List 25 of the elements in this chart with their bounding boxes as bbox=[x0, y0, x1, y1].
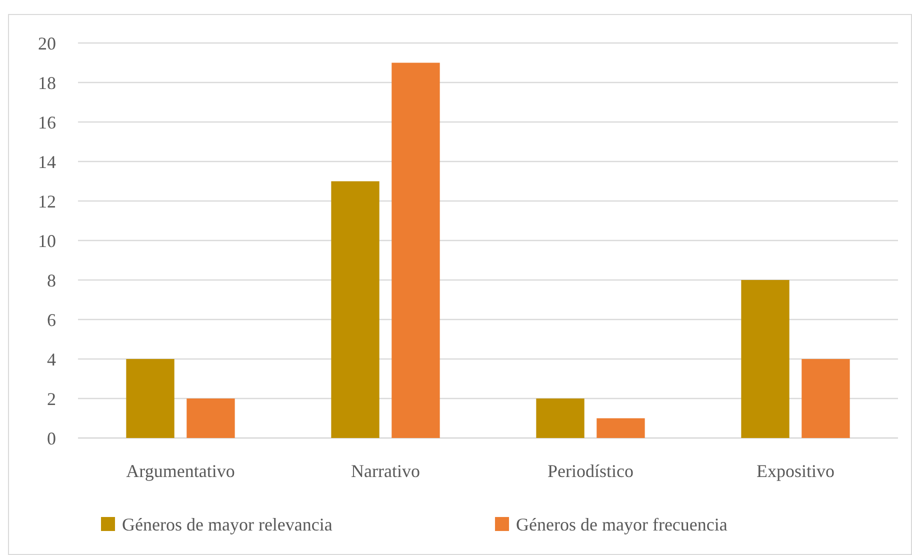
bar bbox=[536, 398, 584, 438]
bar bbox=[802, 359, 850, 438]
y-tick-label: 0 bbox=[47, 428, 56, 448]
y-tick-label: 12 bbox=[38, 191, 56, 212]
y-tick-label: 16 bbox=[38, 112, 56, 132]
bar bbox=[126, 359, 174, 438]
y-tick-label: 8 bbox=[47, 270, 56, 290]
bar bbox=[741, 280, 790, 438]
y-tick-label: 14 bbox=[38, 152, 56, 172]
x-tick-label: Periodístico bbox=[548, 461, 634, 481]
y-tick-label: 4 bbox=[47, 349, 56, 370]
y-tick-label: 20 bbox=[38, 33, 56, 54]
y-tick-label: 2 bbox=[47, 388, 56, 409]
legend-label: Géneros de mayor relevancia bbox=[122, 514, 332, 534]
bar bbox=[392, 62, 440, 438]
y-tick-label: 10 bbox=[38, 230, 56, 251]
bar bbox=[331, 181, 380, 438]
x-tick-label: Narrativo bbox=[351, 461, 420, 481]
x-tick-label: Expositivo bbox=[756, 461, 835, 481]
legend-label: Géneros de mayor frecuencia bbox=[516, 514, 728, 534]
y-tick-label: 18 bbox=[38, 72, 56, 93]
bar bbox=[596, 418, 645, 438]
x-tick-label: Argumentativo bbox=[126, 461, 235, 481]
bar bbox=[186, 398, 235, 438]
y-tick-label: 6 bbox=[47, 310, 56, 330]
